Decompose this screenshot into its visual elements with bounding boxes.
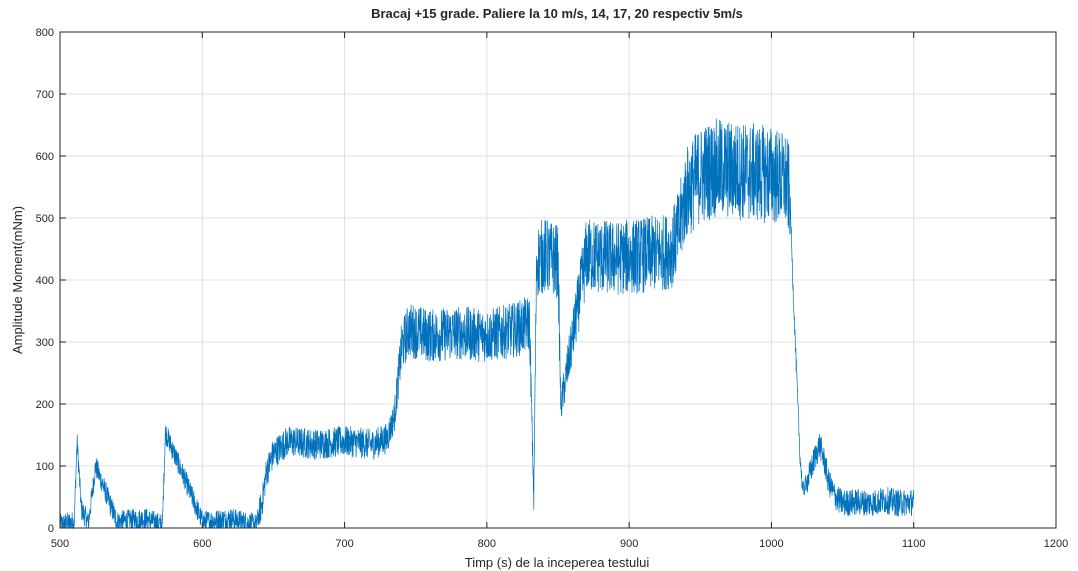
- data-point: [870, 502, 872, 504]
- y-axis-title: Amplitude Moment(mNm): [10, 206, 25, 354]
- y-tick-label: 400: [36, 275, 54, 287]
- data-point: [713, 167, 715, 169]
- data-point: [528, 322, 530, 324]
- data-point: [534, 372, 536, 374]
- y-tick-label: 200: [36, 399, 54, 411]
- data-point: [664, 251, 666, 253]
- data-point: [560, 406, 562, 408]
- x-tick-label: 1100: [902, 538, 926, 550]
- data-point: [856, 501, 858, 503]
- data-point: [372, 443, 374, 445]
- y-tick-label: 500: [36, 213, 54, 225]
- data-point: [813, 459, 815, 461]
- data-point: [161, 524, 163, 526]
- data-point: [841, 502, 843, 504]
- data-point: [400, 347, 402, 349]
- x-tick-label: 800: [478, 538, 496, 550]
- data-point: [343, 440, 345, 442]
- data-point: [429, 335, 431, 337]
- data-point: [678, 229, 680, 231]
- data-point: [486, 335, 488, 337]
- data-point: [802, 490, 804, 492]
- data-point: [255, 524, 257, 526]
- x-tick-label: 600: [193, 538, 211, 550]
- data-point: [315, 443, 317, 445]
- data-point: [230, 518, 232, 520]
- data-point: [799, 452, 801, 454]
- x-tick-label: 900: [620, 538, 638, 550]
- data-point: [87, 522, 89, 524]
- data-point: [94, 465, 96, 467]
- data-point: [393, 415, 395, 417]
- data-point: [144, 518, 146, 520]
- data-point: [80, 508, 82, 510]
- data-point: [272, 452, 274, 454]
- data-point: [742, 170, 744, 172]
- data-point: [792, 279, 794, 281]
- y-tick-label: 300: [36, 337, 54, 349]
- y-tick-label: 600: [36, 151, 54, 163]
- data-point: [514, 328, 516, 330]
- series-line: [59, 118, 915, 530]
- axes: 500 600 700 800 900 1000 1100 1200 0 100 200 300 400…: [36, 27, 1069, 550]
- x-tick-label: 700: [335, 538, 353, 550]
- chart-title: Bracaj +15 grade. Paliere la 10 m/s, 14,…: [371, 6, 743, 21]
- data-point: [671, 248, 673, 250]
- data-point: [898, 502, 900, 504]
- data-point: [116, 521, 118, 523]
- x-tick-label: 500: [51, 538, 69, 550]
- y-tick-label: 0: [48, 523, 54, 535]
- y-tick-label: 800: [36, 27, 54, 39]
- data-point: [457, 332, 459, 334]
- data-point: [407, 328, 409, 330]
- data-point: [261, 502, 263, 504]
- data-point: [685, 192, 687, 194]
- data-point: [834, 496, 836, 498]
- x-tick-label: 1200: [1044, 538, 1068, 550]
- data-point: [824, 465, 826, 467]
- x-tick-label: 1000: [759, 538, 783, 550]
- data-point: [796, 384, 798, 386]
- data-point: [557, 260, 559, 262]
- data-point: [807, 477, 809, 479]
- series-layer: [59, 118, 915, 530]
- data-point: [265, 471, 267, 473]
- data-point: [770, 173, 772, 175]
- data-point: [73, 521, 75, 523]
- data-point: [819, 443, 821, 445]
- data-point: [827, 480, 829, 482]
- data-point: [286, 440, 288, 442]
- data-point: [884, 499, 886, 501]
- data-point: [699, 173, 701, 175]
- data-point: [789, 192, 791, 194]
- x-axis-title: Timp (s) de la inceperea testului: [465, 555, 650, 570]
- data-point: [535, 260, 537, 262]
- data-point: [533, 499, 535, 501]
- y-tick-label: 100: [36, 461, 54, 473]
- data-point: [76, 440, 78, 442]
- data-point: [784, 180, 786, 182]
- data-point: [642, 254, 644, 256]
- data-point: [614, 257, 616, 259]
- data-point: [543, 254, 545, 256]
- data-point: [585, 254, 587, 256]
- data-point: [386, 437, 388, 439]
- data-point: [164, 431, 166, 433]
- data-point: [913, 501, 915, 503]
- y-tick-label: 700: [36, 89, 54, 101]
